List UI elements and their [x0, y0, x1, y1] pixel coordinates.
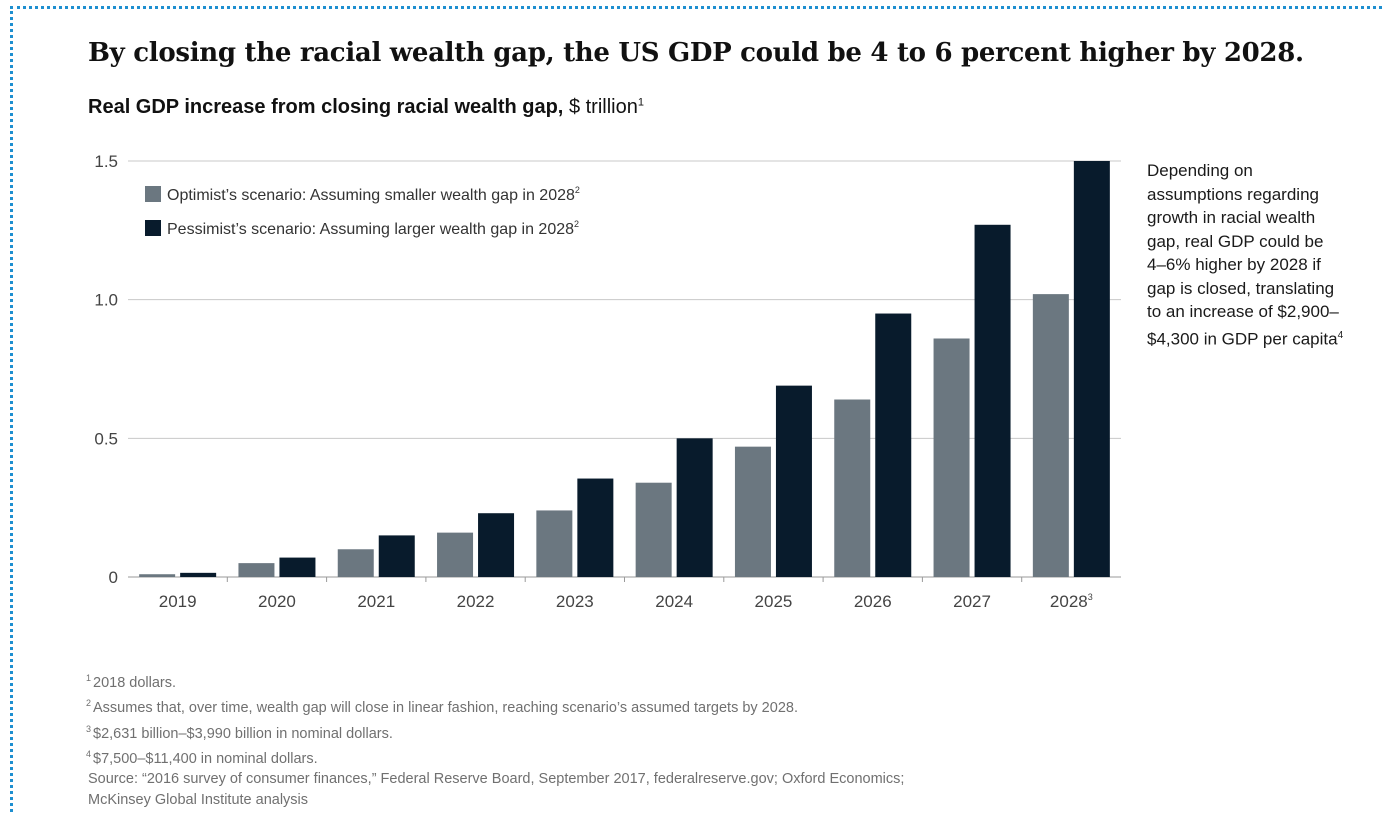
bar-pessimist [378, 535, 415, 577]
footnote-text: 2018 dollars. [93, 674, 177, 691]
footnote: 4 $7,500–$11,400 in nominal dollars. [86, 744, 904, 769]
source-line: McKinsey Global Institute analysis [88, 791, 309, 808]
footnote-mark: 3 [86, 723, 92, 734]
side-note-text: Depending on assumptions regarding growt… [1147, 161, 1339, 349]
frame-border [10, 6, 1382, 812]
legend-label: Optimist’s scenario: Assuming smaller we… [167, 185, 580, 204]
legend-sup: 2 [574, 219, 579, 229]
footnote: 2 Assumes that, over time, wealth gap wil… [86, 693, 904, 718]
x-tick-label: 2024 [655, 592, 693, 611]
bar-pessimist [875, 313, 912, 577]
y-tick-label: 1.5 [94, 152, 118, 171]
bar-optimist [635, 482, 672, 577]
bar-pessimist [676, 438, 713, 577]
footnote-text: Assumes that, over time, wealth gap will… [93, 700, 798, 717]
bar-pessimist [775, 385, 812, 577]
y-tick-label: 0 [109, 568, 118, 587]
bar-optimist [139, 574, 176, 577]
x-tick-label: 2027 [953, 592, 991, 611]
subtitle-sup: 1 [637, 96, 644, 109]
bar-pessimist [478, 513, 515, 577]
subtitle-bold: Real GDP increase from closing racial we… [88, 96, 564, 118]
bar-pessimist [279, 557, 316, 577]
bar-pessimist [180, 572, 217, 577]
bar-optimist [337, 549, 374, 577]
headline: By closing the racial wealth gap, the US… [88, 38, 1304, 68]
x-tick-label: 2025 [755, 592, 793, 611]
legend-label: Pessimist’s scenario: Assuming larger we… [167, 219, 579, 238]
footnote-text: $7,500–$11,400 in nominal dollars. [93, 750, 318, 767]
x-tick-label: 2021 [357, 592, 395, 611]
footnote: 3 $2,631 billion–$3,990 billion in nomina… [86, 719, 904, 744]
footnote-text: $2,631 billion–$3,990 billion in nominal… [93, 725, 393, 742]
bar-optimist [734, 446, 771, 577]
bar-optimist [1032, 294, 1069, 577]
x-tick-label: 2023 [556, 592, 594, 611]
side-note: Depending on assumptions regarding growt… [1147, 159, 1347, 351]
bar-optimist [437, 532, 474, 577]
footnote-mark: 4 [86, 748, 92, 759]
bar-optimist [834, 399, 871, 577]
footnote: 1 2018 dollars. [86, 668, 904, 693]
source-line: Source: “2016 survey of consumer finance… [88, 771, 905, 788]
side-note-sup: 4 [1337, 329, 1344, 341]
x-tick-sup: 3 [1088, 592, 1093, 602]
bar-pessimist [1073, 161, 1110, 577]
footnote-mark: 2 [86, 698, 92, 709]
x-tick-label: 2022 [457, 592, 495, 611]
bar-optimist [933, 338, 970, 577]
x-tick-label: 2019 [159, 592, 197, 611]
chart-subtitle: Real GDP increase from closing racial we… [88, 96, 644, 119]
y-tick-label: 1.0 [94, 291, 118, 310]
legend-sup: 2 [575, 185, 580, 195]
footnotes: 1 2018 dollars. 2 Assumes that, over time,… [86, 668, 904, 810]
bar-optimist [536, 510, 573, 577]
bar-optimist [238, 563, 275, 577]
x-tick-label: 2026 [854, 592, 892, 611]
legend-swatch [145, 186, 161, 202]
y-tick-label: 0.5 [94, 429, 118, 448]
footnote-mark: 1 [86, 673, 92, 683]
legend-swatch [145, 220, 161, 236]
bar-pessimist [577, 478, 614, 577]
x-tick-label: 2020 [258, 592, 296, 611]
bar-pessimist [974, 224, 1011, 577]
subtitle-unit: $ trillion [568, 96, 638, 118]
x-tick-label: 20283 [1050, 592, 1093, 611]
